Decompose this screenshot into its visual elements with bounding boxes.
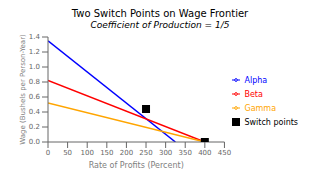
svg-text:250: 250 <box>139 149 152 157</box>
html-text:Beta: Beta <box>244 89 263 99</box>
svg-text:300: 300 <box>159 149 172 157</box>
svg-text:50: 50 <box>63 149 72 157</box>
svg-text:Rate of Profits (Percent): Rate of Profits (Percent) <box>89 161 184 170</box>
svg-text:Wage (Bushels per Person-Year): Wage (Bushels per Person-Year) <box>19 34 27 145</box>
html-text:Alpha: Alpha <box>244 75 268 85</box>
html-text:Gamma: Gamma <box>244 103 276 113</box>
svg-text:200: 200 <box>120 149 133 157</box>
svg-text:1.0: 1.0 <box>29 63 40 71</box>
html-text:Switch points: Switch points <box>244 117 298 127</box>
svg-text:350: 350 <box>179 149 192 157</box>
html-text:Two Switch Points on Wage Fron: Two Switch Points on Wage Frontier <box>71 8 249 19</box>
svg-text:450: 450 <box>218 149 231 157</box>
html-text:Coefficient of Production = 1/: Coefficient of Production = 1/5 <box>90 20 230 30</box>
svg-text:0: 0 <box>46 149 50 157</box>
svg-text:0.0: 0.0 <box>29 138 40 146</box>
svg-text:150: 150 <box>100 149 113 157</box>
svg-text:1.2: 1.2 <box>29 48 40 56</box>
svg-text:0.8: 0.8 <box>29 78 40 86</box>
svg-text:1.4: 1.4 <box>29 33 41 41</box>
svg-text:100: 100 <box>81 149 94 157</box>
svg-text:0.6: 0.6 <box>29 93 41 101</box>
svg-text:400: 400 <box>198 149 211 157</box>
svg-text:0.2: 0.2 <box>29 123 40 131</box>
svg-text:0.4: 0.4 <box>29 108 41 116</box>
